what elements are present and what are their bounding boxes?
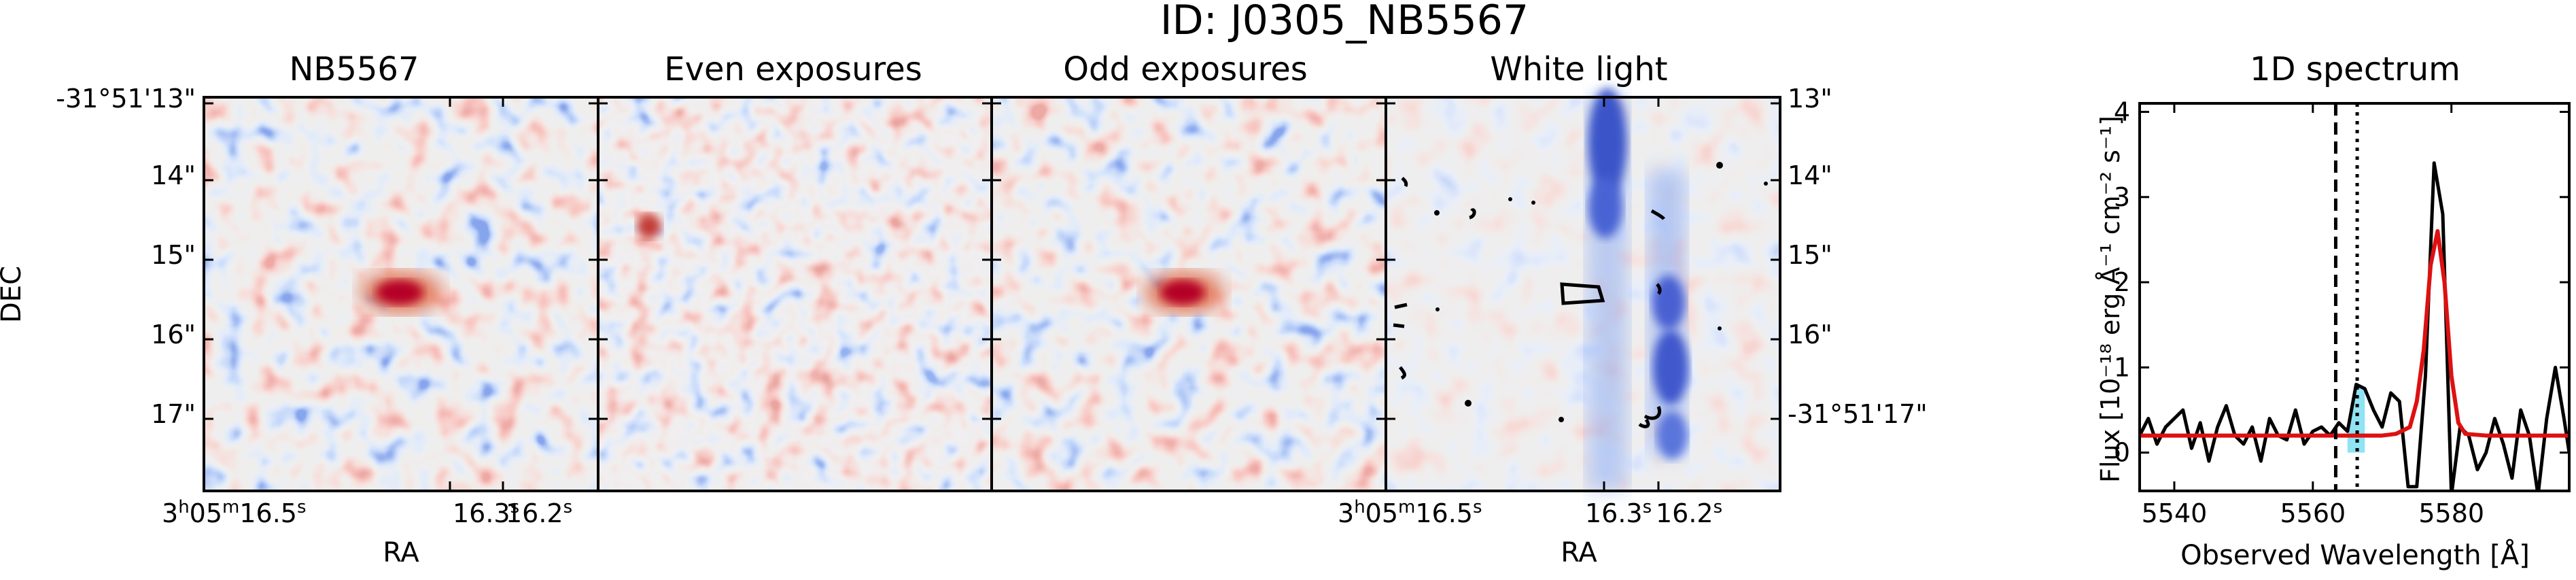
y-tick-label: 4 [2114,97,2130,127]
dec-tick-label: 15" [1788,240,1832,270]
y-tick-label: 3 [2114,182,2130,212]
left-dec-axis: -31°51'13" 14" 15" 16" 17" [56,84,196,429]
ra-tick-label: 16.2s [506,497,572,528]
ra-axis-label: RA [1561,537,1597,568]
dec-tick-label: -31°51'13" [56,84,196,114]
ra-axis-panel1: 3h05m16.5s 16.3s 16.2s RA [162,497,572,568]
panel-title-odd: Odd exposures [1063,50,1308,88]
panel-title-nb: NB5567 [290,50,419,88]
ra-axis-label: RA [383,537,419,568]
image-tick-marks [203,97,1780,491]
panel-white-image [1385,88,1781,492]
panel-even-image [597,96,993,492]
dec-tick-label: 17" [151,399,196,429]
spectrum-title: 1D spectrum [2250,50,2460,88]
ra-tick-label-main: 3h05m16.5s [1338,497,1482,528]
spectrum-frame [2138,102,2571,492]
spectrum-chart: 5540 5560 5580 0 1 2 3 4 Observed Wavelength [Å… [2095,97,2571,571]
panel-title-white: White light [1490,50,1667,88]
dec-tick-label: 15" [151,240,196,270]
panel-nb-image [203,96,599,492]
y-tick-label: 0 [2114,438,2130,468]
dec-tick-label: -31°51'17" [1788,399,1928,429]
dec-axis-label: DEC [0,266,27,323]
spectrum-x-axis-label: Observed Wavelength [Å] [2180,539,2530,571]
spectrum-y-axis-label: Flux [10⁻¹⁸ erg Å⁻¹ cm⁻² s⁻¹] [2095,116,2125,483]
ra-axis-panel4: 3h05m16.5s 16.3s 16.2s RA [1338,497,1722,568]
dec-tick-label: 14" [151,160,196,190]
ra-tick-label-main: 3h05m16.5s [162,497,307,528]
y-tick-label: 1 [2114,352,2130,382]
contour-lines [1393,177,1665,428]
panel-odd-image [990,96,1387,492]
dec-tick-label: 13" [1788,84,1832,114]
x-tick-label: 5580 [2418,498,2484,528]
x-tick-label: 5540 [2142,498,2208,528]
y-tick-label: 2 [2114,267,2130,297]
dec-tick-label: 16" [1788,320,1832,349]
ra-tick-label: 16.2s [1656,497,1722,528]
ra-tick-label: 16.3s [1585,497,1652,528]
ra-tick-label: 16.3s [453,497,519,528]
figure-title: ID: J0305_NB5567 [1160,0,1529,44]
dec-tick-label: 16" [151,320,196,349]
panel-title-even: Even exposures [664,50,922,88]
contour-dots [1434,162,1768,422]
right-dec-axis: 13" 14" 15" 16" -31°51'17" [1788,84,1928,429]
spectrum-model-line [2140,228,2569,438]
dec-tick-label: 14" [1788,160,1832,190]
x-tick-label: 5560 [2280,498,2346,528]
